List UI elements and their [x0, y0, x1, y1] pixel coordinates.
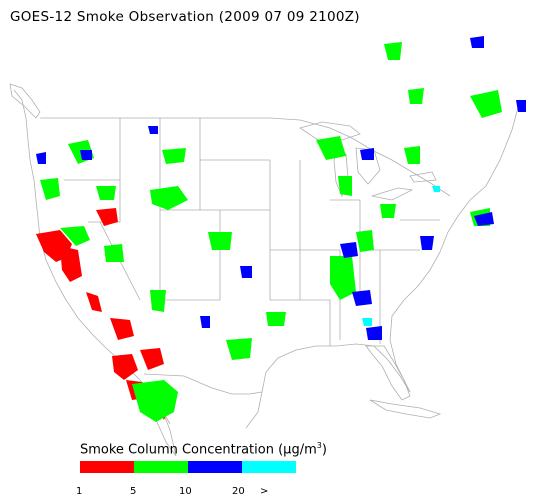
legend-title-sup: 3	[316, 441, 322, 450]
gulf-coastline	[245, 343, 411, 429]
legend-title: Smoke Column Concentration (μg/m3)	[80, 441, 327, 457]
vancouver-island	[9, 83, 41, 119]
legend-swatch-low	[80, 461, 134, 473]
map-title: GOES-12 Smoke Observation (2009 07 09 21…	[10, 9, 360, 25]
legend-tick-5: 5	[130, 486, 137, 497]
smoke-high	[36, 36, 526, 340]
cuba	[369, 399, 442, 419]
smoke-low	[36, 208, 168, 420]
pacific-coastline	[13, 89, 171, 425]
legend-tick-1: 1	[76, 486, 83, 497]
legend-tick-20: 20	[232, 486, 245, 497]
legend-tick-gt: >	[260, 486, 269, 497]
lake-michigan	[333, 149, 349, 198]
legend-title-suffix: )	[321, 442, 327, 458]
legend-tick-10: 10	[179, 486, 192, 497]
us-canada-border	[40, 117, 353, 139]
legend-swatch-medium	[134, 461, 188, 473]
smoke-medium	[40, 42, 502, 422]
legend-swatch-high	[188, 461, 242, 473]
smoke-very-high	[362, 186, 440, 326]
atlantic-coastline	[389, 99, 521, 393]
basemap	[9, 83, 521, 457]
legend-swatch-very-high	[242, 461, 296, 473]
legend-title-unit: g/m	[291, 442, 317, 458]
florida	[365, 345, 411, 401]
state-lines	[64, 118, 440, 346]
legend-title-prefix: Smoke Column Concentration (	[80, 442, 284, 458]
lake-erie	[371, 187, 414, 201]
us-mexico-border	[143, 373, 263, 395]
lake-ontario	[409, 171, 437, 183]
lake-superior	[299, 121, 361, 141]
legend-title-mu: μ	[283, 442, 292, 458]
